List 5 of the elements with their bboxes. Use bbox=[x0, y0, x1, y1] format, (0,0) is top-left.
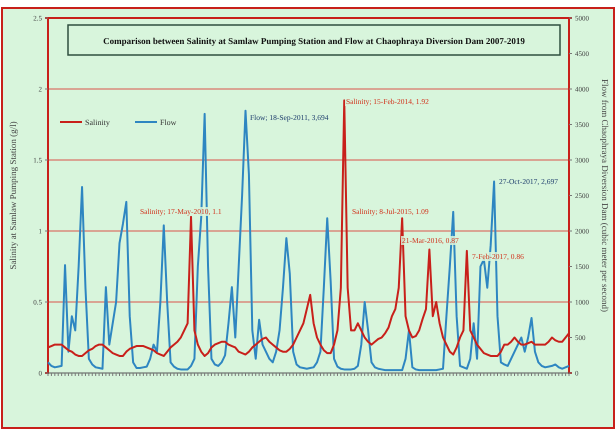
text: Comparison between Salinity at Samlaw Pumping Station and Flow at Chaophraya Diversion Dam 2007-2019 bbox=[103, 36, 526, 46]
y2-axis-title: Flow from Chaophraya Diversion Dam (cubic meter per second) bbox=[600, 79, 610, 312]
legend-label: Flow bbox=[160, 118, 177, 127]
y-axis-title: Salinity at Samlaw Pumping Station (g/l) bbox=[8, 121, 18, 270]
legend-label: Salinity bbox=[85, 118, 110, 127]
